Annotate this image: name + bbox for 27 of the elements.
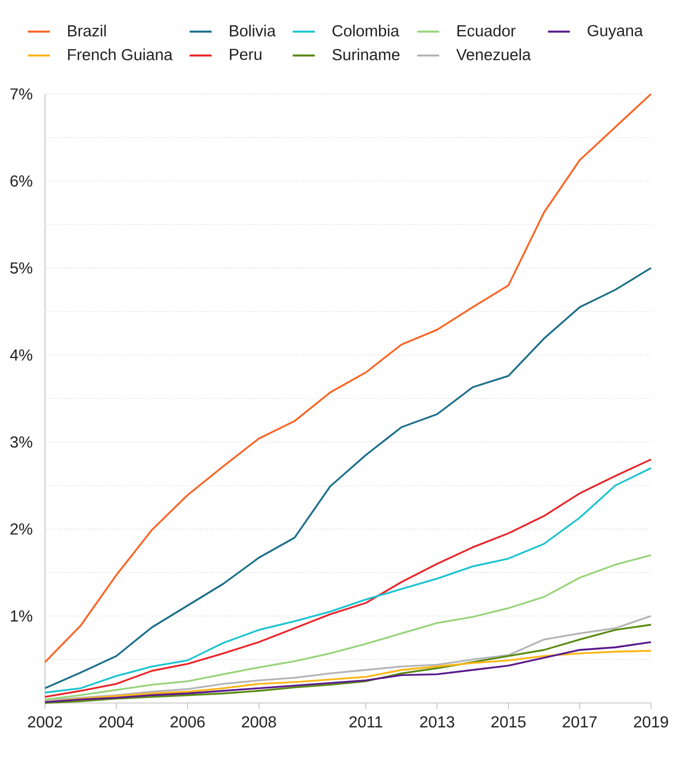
legend-label: Brazil [68, 24, 106, 36]
x-tick-label: 2011 [349, 716, 382, 728]
legend-label: French Guiana [68, 48, 173, 60]
y-tick-label: 7% [10, 88, 32, 100]
x-tick-label: 2017 [562, 716, 597, 728]
x-tick-label: 2004 [99, 716, 134, 728]
x-tick-label: 2013 [420, 716, 454, 728]
legend-label: Suriname [332, 48, 400, 60]
legend-label: Guyana [588, 24, 643, 40]
legend-label: Peru [230, 48, 262, 60]
x-tick-label: 2019 [634, 716, 668, 728]
legend-label: Ecuador [458, 24, 516, 36]
y-tick-label: 1% [10, 610, 32, 622]
legend-label: Venezuela [456, 48, 531, 60]
legend-label: Bolivia [230, 24, 276, 36]
y-tick-label: 2% [10, 523, 32, 535]
legend-label: Colombia [332, 24, 400, 36]
x-tick-label: 2015 [491, 716, 526, 728]
line-series [44, 554, 652, 700]
x-tick-label: 2008 [242, 716, 276, 728]
y-tick-label: 4% [10, 349, 32, 361]
x-tick-label: 2006 [170, 716, 205, 728]
x-tick-label: 2002 [28, 716, 62, 728]
line-series [44, 93, 652, 664]
y-tick-label: 3% [10, 436, 32, 448]
y-tick-label: 6% [10, 175, 32, 187]
y-tick-label: 5% [10, 262, 32, 274]
